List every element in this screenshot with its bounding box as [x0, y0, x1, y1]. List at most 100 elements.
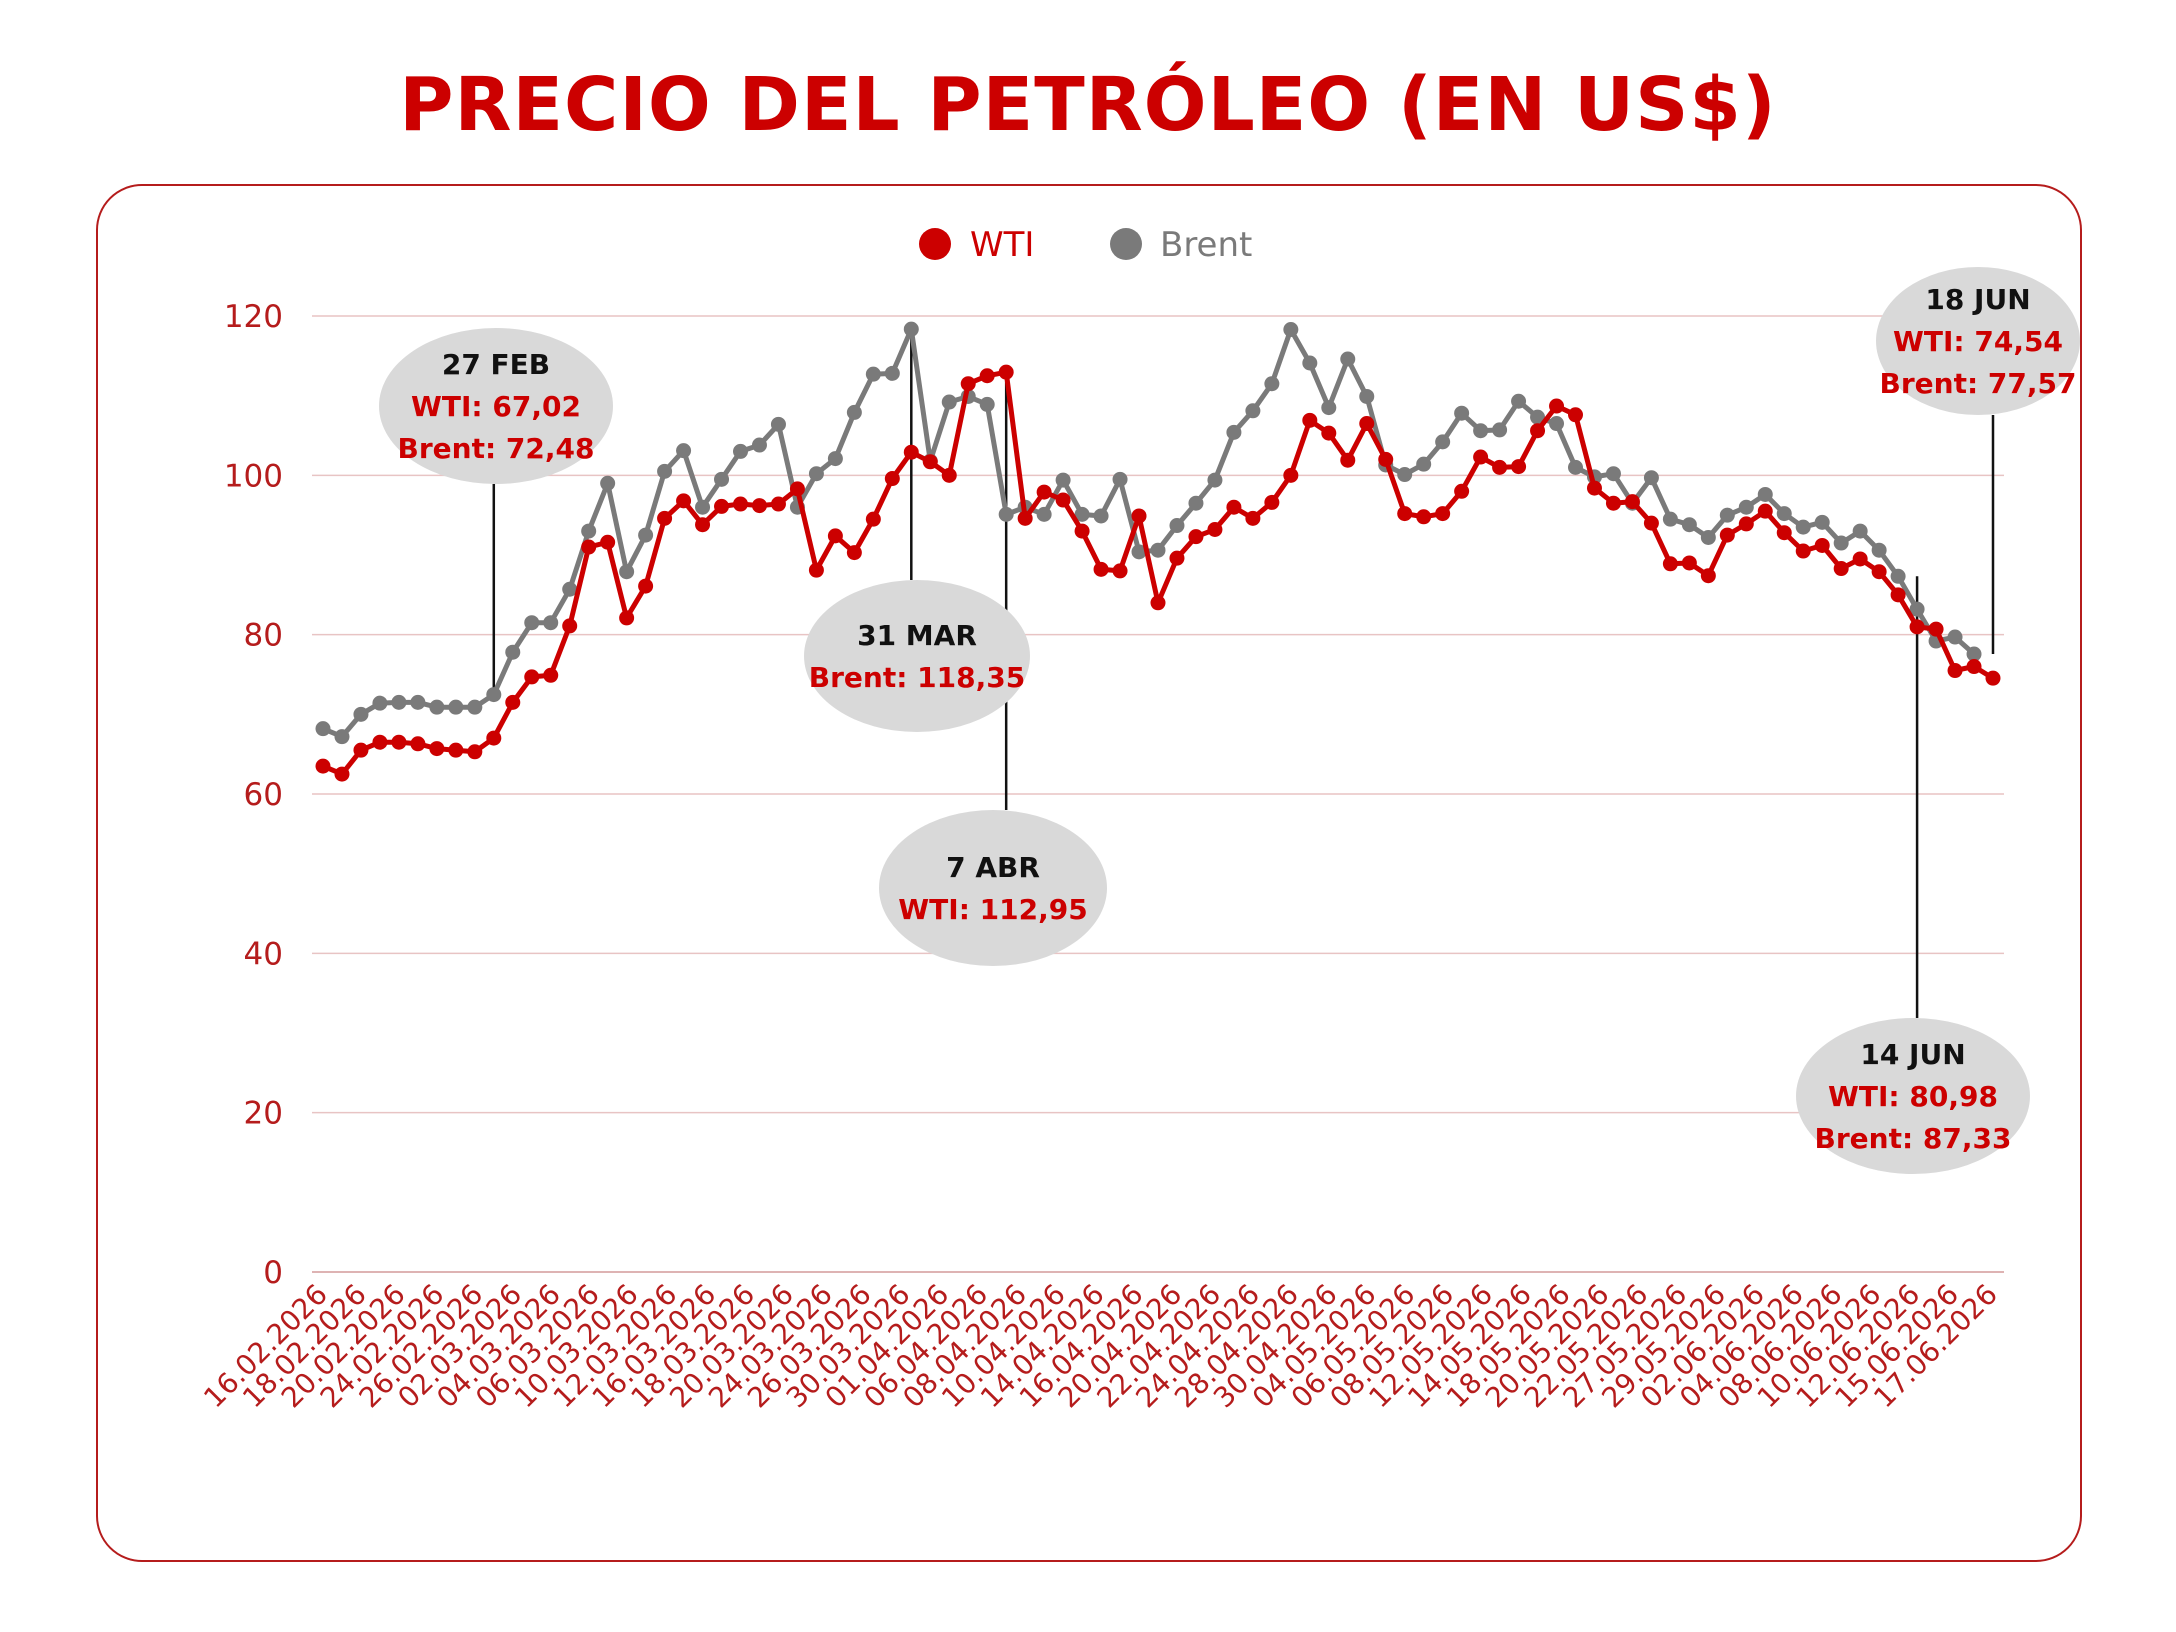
data-point-brent [1852, 523, 1868, 539]
callout-leaders [492, 329, 1995, 1018]
data-point-brent [1340, 351, 1356, 367]
y-tick-label: 120 [224, 299, 283, 335]
data-point-wti [334, 766, 350, 782]
data-point-wti [1454, 483, 1470, 499]
data-point-wti [1131, 508, 1147, 524]
data-point-brent [467, 699, 483, 715]
data-point-brent [1814, 514, 1830, 530]
data-point-wti [1188, 529, 1204, 545]
data-point-wti [1700, 568, 1716, 584]
data-point-brent [505, 644, 521, 660]
data-point-wti [1264, 494, 1280, 510]
callouts: 27 FEB WTI: 67,02 Brent: 72,48 31 MAR Brent:… [379, 267, 2080, 1174]
data-point-brent [1302, 355, 1318, 371]
data-point-wti [979, 368, 995, 384]
data-point-wti [960, 376, 976, 392]
data-point-wti [1017, 510, 1033, 526]
data-point-wti [714, 498, 730, 514]
data-point-wti [505, 694, 521, 710]
gridlines [312, 315, 2004, 1273]
x-axis-ticks: 16.02.202618.02.202620.02.202624.02.2026… [197, 1278, 2004, 1415]
data-point-wti [808, 562, 824, 578]
data-point-wti [1757, 503, 1773, 519]
data-point-brent [1473, 423, 1489, 439]
data-point-brent [1074, 506, 1090, 522]
data-point-brent [998, 506, 1014, 522]
data-point-brent [486, 687, 502, 703]
data-point-brent [695, 499, 711, 515]
data-point-brent [1188, 495, 1204, 511]
data-point-wti [429, 741, 445, 757]
data-point-wti [1814, 537, 1830, 553]
data-point-wti [733, 496, 748, 512]
data-point-brent [1036, 506, 1052, 522]
data-point-brent [1511, 393, 1527, 409]
data-point-brent [1131, 544, 1147, 560]
data-point-brent [1359, 388, 1375, 404]
callout-value: Brent: 87,33 [1815, 1122, 2012, 1155]
data-point-wti [846, 545, 862, 561]
data-point-wti [1662, 556, 1678, 572]
data-point-wti [1624, 494, 1640, 510]
data-point-brent [1416, 456, 1432, 472]
data-point-wti [1852, 551, 1868, 567]
data-point-brent [1700, 529, 1716, 545]
data-point-brent [733, 443, 748, 459]
data-point-brent [1662, 511, 1678, 527]
data-point-brent [1169, 518, 1185, 534]
callout-date: 18 JUN [1925, 283, 2030, 316]
data-point-wti [695, 517, 711, 533]
data-point-wti [1055, 492, 1071, 508]
data-point-brent [1871, 542, 1887, 558]
data-point-wti [865, 511, 881, 527]
data-point-brent [391, 694, 407, 710]
chart-frame [96, 184, 2082, 1562]
data-point-brent [1112, 471, 1128, 487]
data-point-wti [1890, 587, 1906, 603]
data-point-brent [1530, 409, 1546, 425]
data-point-wti [1928, 621, 1944, 637]
data-point-brent [1833, 535, 1849, 551]
data-point-wti [1321, 425, 1337, 441]
data-point-wti [638, 578, 654, 594]
data-point-brent [1226, 424, 1242, 440]
data-point-wti [1776, 525, 1792, 541]
data-point-wti [1226, 499, 1242, 515]
data-point-brent [1947, 629, 1963, 645]
data-point-wti [941, 467, 957, 483]
data-point-wti [1795, 543, 1811, 559]
data-point-brent [1909, 601, 1925, 617]
data-point-wti [884, 471, 900, 487]
y-tick-label: 40 [244, 936, 283, 972]
data-point-brent [562, 581, 578, 597]
legend-label-wti: WTI [970, 225, 1034, 265]
data-point-brent [600, 475, 616, 491]
data-point-wti [600, 534, 616, 550]
data-point-wti [391, 734, 407, 750]
data-point-wti [1150, 595, 1166, 611]
callout: 31 MAR Brent: 118,35 [804, 580, 1030, 732]
callout-date: 14 JUN [1860, 1038, 1965, 1071]
data-point-brent [1150, 542, 1166, 558]
data-point-brent [372, 695, 388, 711]
data-point-brent [1055, 472, 1071, 488]
data-point-wti [1093, 561, 1109, 577]
callout-date: 31 MAR [857, 619, 977, 652]
data-point-brent [1605, 466, 1621, 482]
data-point-brent [581, 523, 597, 539]
data-point-brent [1795, 519, 1811, 535]
data-point-brent [1890, 568, 1906, 584]
data-point-brent [1568, 459, 1583, 475]
callout-value: WTI: 80,98 [1828, 1080, 1998, 1113]
data-point-brent [1966, 646, 1982, 662]
data-point-wti [1530, 423, 1546, 439]
data-point-wti [1738, 516, 1754, 532]
data-point-wti [789, 481, 805, 497]
data-point-wti [1492, 459, 1508, 475]
data-point-brent [1681, 517, 1697, 533]
data-point-brent [1738, 499, 1754, 515]
data-point-wti [1966, 659, 1982, 675]
data-point-wti [1473, 449, 1489, 465]
data-point-brent [1492, 422, 1508, 438]
data-point-brent [410, 694, 426, 710]
